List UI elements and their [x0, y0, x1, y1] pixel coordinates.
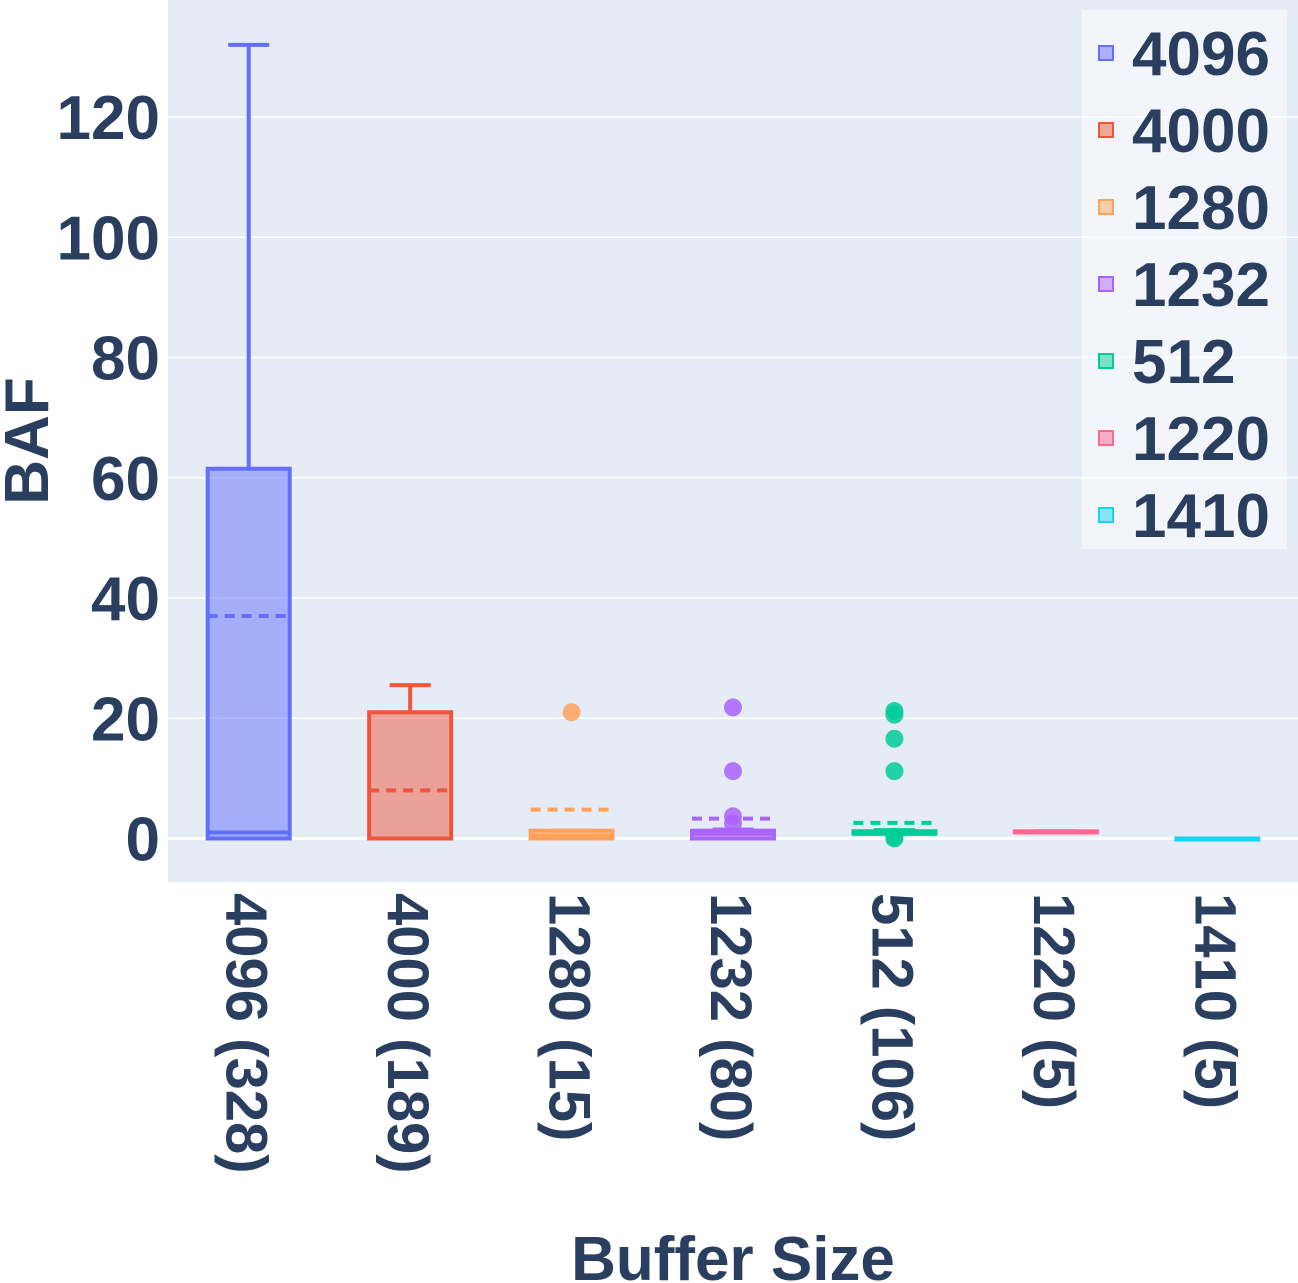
legend-label: 4000 [1132, 97, 1270, 166]
legend-label: 512 [1132, 328, 1235, 397]
box-1220 [1012, 829, 1099, 835]
box-512 [851, 702, 938, 848]
box-4000 [367, 683, 454, 841]
legend-swatch [1098, 199, 1114, 215]
legend-item-1410: 1410 [1098, 482, 1270, 551]
outlier-point [724, 807, 742, 826]
box-body [367, 710, 454, 841]
legend-label: 1410 [1132, 482, 1270, 551]
box-body [205, 466, 292, 841]
outlier-point [885, 702, 904, 721]
legend-item-1280: 1280 [1098, 174, 1270, 243]
legend: 4096 4000 1280 1232 512 1220 1410 [1082, 10, 1287, 551]
legend-swatch [1098, 122, 1114, 138]
y-tick-label: 20 [91, 685, 160, 754]
y-tick-label: 100 [57, 204, 160, 273]
x-tick-label: 4000 (189) [375, 893, 440, 1174]
legend-swatch [1098, 45, 1114, 61]
x-tick-label: 512 (106) [859, 893, 924, 1141]
legend-item-512: 512 [1098, 328, 1235, 397]
x-tick-label: 1280 (15) [537, 893, 602, 1141]
legend-swatch [1098, 353, 1114, 369]
outlier-point [724, 762, 742, 781]
y-axis-title: BAF [0, 377, 62, 504]
box-1410 [1174, 836, 1261, 842]
x-axis-ticks: 4096 (328) 4000 (189) 1280 (15) 1232 (80) 51… [214, 893, 1248, 1174]
legend-label: 1280 [1132, 174, 1270, 243]
outlier-point [885, 827, 904, 846]
outlier-point [724, 698, 742, 717]
y-tick-label: 60 [91, 445, 160, 514]
y-tick-label: 0 [126, 806, 160, 875]
outlier-point [885, 762, 904, 781]
box-1232 [690, 698, 776, 841]
box-1280 [528, 703, 615, 841]
legend-item-1220: 1220 [1098, 405, 1270, 474]
outlier-point [885, 729, 904, 748]
x-tick-label: 4096 (328) [214, 893, 279, 1174]
legend-swatch [1098, 430, 1114, 446]
legend-label: 1220 [1132, 405, 1270, 474]
y-tick-label: 40 [91, 565, 160, 634]
legend-label: 4096 [1132, 20, 1270, 89]
legend-item-4096: 4096 [1098, 20, 1270, 89]
legend-label: 1232 [1132, 251, 1270, 320]
y-tick-label: 80 [91, 325, 160, 394]
boxes [205, 42, 1261, 848]
y-tick-label: 120 [57, 84, 160, 153]
box-4096 [205, 42, 292, 841]
y-axis-ticks: 0 20 40 60 80 100 120 [57, 84, 160, 875]
legend-item-4000: 4000 [1098, 97, 1270, 166]
legend-item-1232: 1232 [1098, 251, 1270, 320]
x-axis-title: Buffer Size [571, 1225, 895, 1283]
outlier-point [562, 703, 581, 722]
legend-swatch [1098, 507, 1114, 523]
x-tick-label: 1410 (5) [1182, 893, 1247, 1109]
legend-background [1082, 10, 1287, 549]
x-tick-label: 1220 (5) [1021, 893, 1086, 1109]
legend-swatch [1098, 276, 1114, 292]
x-tick-label: 1232 (80) [698, 893, 763, 1141]
